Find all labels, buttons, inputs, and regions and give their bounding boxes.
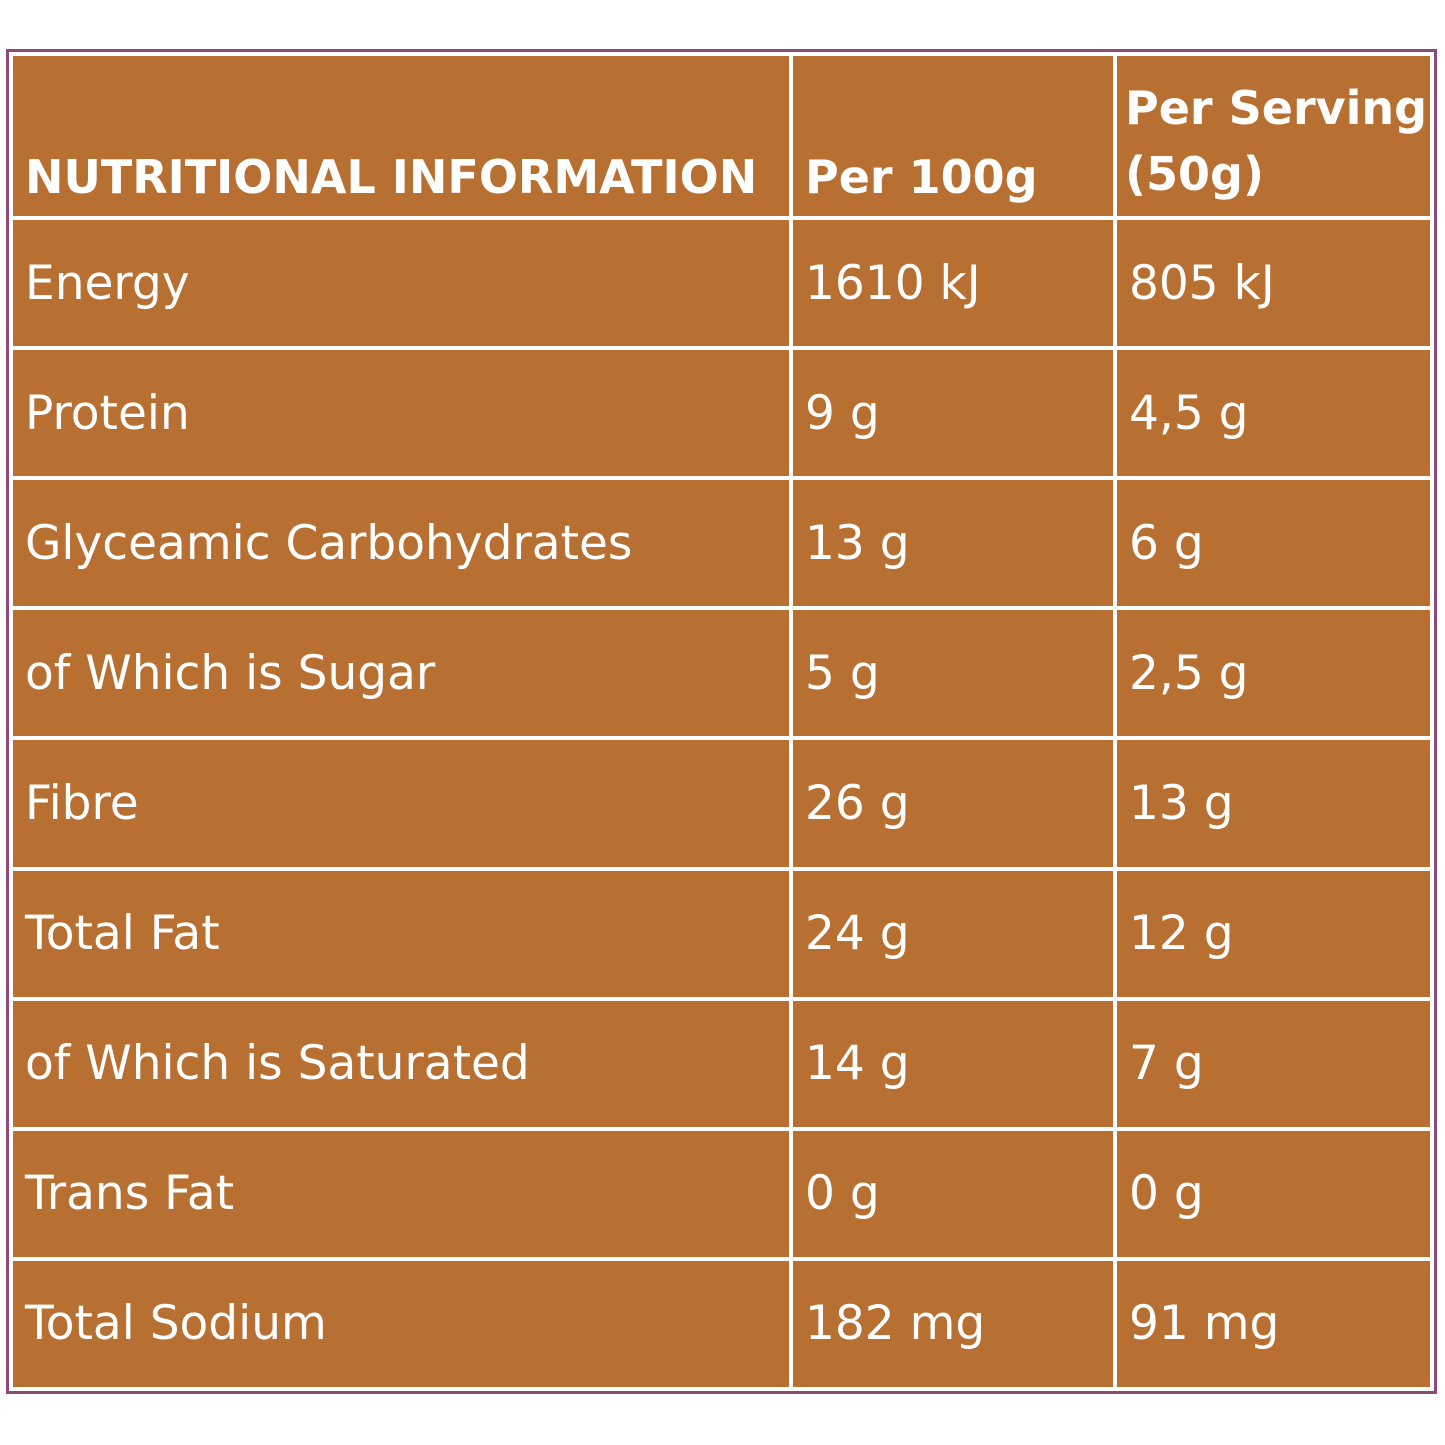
per-100g-value: 9 g: [793, 350, 1113, 477]
nutrient-name: Glyceamic Carbohydrates: [13, 480, 789, 607]
per-100g-value: 26 g: [793, 740, 1113, 867]
table-header-row: NUTRITIONAL INFORMATION Per 100g Per Ser…: [13, 56, 1430, 216]
per-serving-value: 7 g: [1117, 1000, 1430, 1127]
nutrient-name: Protein: [13, 350, 789, 477]
header-per-100g: Per 100g: [793, 56, 1113, 216]
table-row: of Which is Saturated 14 g 7 g: [13, 1000, 1430, 1127]
per-serving-value: 6 g: [1117, 480, 1430, 607]
per-serving-value: 0 g: [1117, 1130, 1430, 1257]
per-100g-value: 0 g: [793, 1130, 1113, 1257]
per-serving-value: 2,5 g: [1117, 610, 1430, 737]
table-frame: NUTRITIONAL INFORMATION Per 100g Per Ser…: [6, 49, 1437, 1394]
nutrient-name: Fibre: [13, 740, 789, 867]
table-row: of Which is Sugar 5 g 2,5 g: [13, 610, 1430, 737]
nutrient-name: of Which is Sugar: [13, 610, 789, 737]
per-100g-value: 1610 kJ: [793, 220, 1113, 347]
nutrient-name: Total Sodium: [13, 1260, 789, 1387]
header-nutritional-information: NUTRITIONAL INFORMATION: [13, 56, 789, 216]
per-100g-value: 14 g: [793, 1000, 1113, 1127]
per-100g-value: 5 g: [793, 610, 1113, 737]
per-100g-value: 24 g: [793, 870, 1113, 997]
header-per-serving: Per Serving (50g): [1117, 56, 1430, 216]
nutrient-name: of Which is Saturated: [13, 1000, 789, 1127]
table-row: Trans Fat 0 g 0 g: [13, 1130, 1430, 1257]
per-serving-value: 805 kJ: [1117, 220, 1430, 347]
table-row: Protein 9 g 4,5 g: [13, 350, 1430, 477]
per-serving-value: 12 g: [1117, 870, 1430, 997]
per-100g-value: 13 g: [793, 480, 1113, 607]
nutrition-table: NUTRITIONAL INFORMATION Per 100g Per Ser…: [9, 52, 1434, 1391]
per-100g-value: 182 mg: [793, 1260, 1113, 1387]
table-row: Total Sodium 182 mg 91 mg: [13, 1260, 1430, 1387]
per-serving-value: 91 mg: [1117, 1260, 1430, 1387]
table-row: Fibre 26 g 13 g: [13, 740, 1430, 867]
table-row: Energy 1610 kJ 805 kJ: [13, 220, 1430, 347]
per-serving-value: 4,5 g: [1117, 350, 1430, 477]
table-row: Total Fat 24 g 12 g: [13, 870, 1430, 997]
nutrient-name: Energy: [13, 220, 789, 347]
table-container: NUTRITIONAL INFORMATION Per 100g Per Ser…: [9, 52, 1434, 1391]
table-row: Glyceamic Carbohydrates 13 g 6 g: [13, 480, 1430, 607]
nutrient-name: Trans Fat: [13, 1130, 789, 1257]
nutrient-name: Total Fat: [13, 870, 789, 997]
per-serving-value: 13 g: [1117, 740, 1430, 867]
